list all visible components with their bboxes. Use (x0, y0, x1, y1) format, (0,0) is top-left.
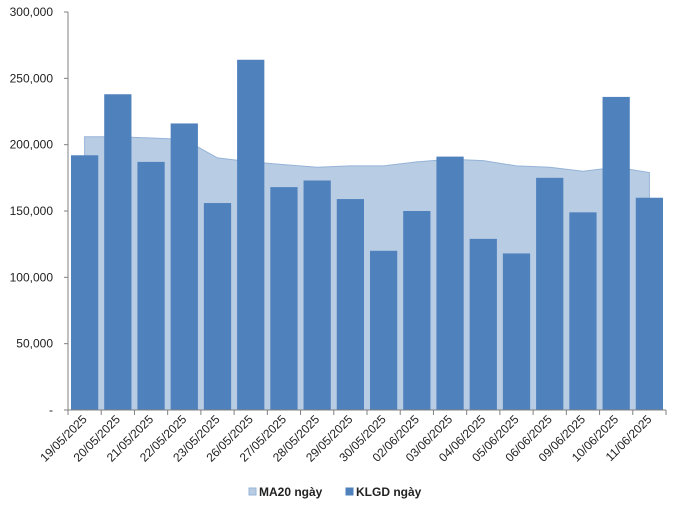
bar-17 (635, 197, 664, 410)
legend: MA20 ngày KLGD ngày (248, 485, 422, 499)
bar-layer (70, 59, 664, 411)
area-layer (84, 136, 650, 410)
bar-7 (303, 180, 331, 410)
y-tick-label-6: 300,000 (10, 5, 54, 19)
y-tick-label-4: 200,000 (10, 138, 54, 152)
bar-2 (137, 161, 165, 410)
bar-14 (536, 177, 564, 410)
y-tick-label-0: - (49, 403, 53, 417)
bar-10 (403, 211, 431, 410)
ma20-line (84, 136, 650, 410)
bar-3 (170, 123, 198, 410)
y-tick-label-3: 150,000 (10, 204, 54, 218)
ma20-area (84, 136, 650, 410)
bar-12 (469, 238, 497, 410)
bar-6 (270, 187, 298, 410)
legend-swatch-ma20 (248, 487, 257, 496)
bar-8 (336, 199, 365, 410)
legend-swatch-klgd (345, 487, 354, 496)
y-tick-label-1: 50,000 (16, 337, 53, 351)
legend-label-klgd: KLGD ngày (356, 485, 422, 499)
bar-0 (70, 155, 99, 410)
bar-11 (436, 156, 464, 410)
bar-4 (203, 203, 232, 410)
bar-1 (104, 94, 132, 411)
y-tick-label-5: 250,000 (10, 71, 54, 85)
bar-16 (602, 96, 630, 410)
legend-label-ma20: MA20 ngày (259, 485, 323, 499)
bar-15 (569, 212, 597, 410)
y-tick-label-2: 100,000 (10, 270, 54, 284)
bar-13 (502, 253, 531, 410)
bar-9 (369, 250, 398, 410)
bar-5 (237, 59, 265, 410)
